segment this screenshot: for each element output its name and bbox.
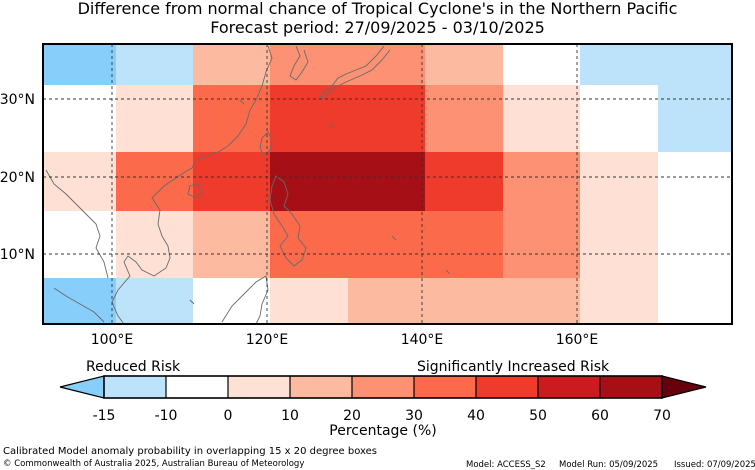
indochina-coastline bbox=[45, 169, 109, 279]
x-tick-label: 120°E bbox=[246, 332, 289, 348]
colorbar-tick: 50 bbox=[529, 408, 547, 424]
taiwan-island bbox=[259, 131, 273, 157]
colorbar-segment bbox=[352, 376, 414, 398]
increased-risk-label: Significantly Increased Risk bbox=[417, 359, 610, 375]
y-tick-label: 30°N bbox=[0, 92, 35, 108]
colorbar-tick: -10 bbox=[155, 408, 178, 424]
grid-cell bbox=[116, 85, 193, 152]
colorbar-segment bbox=[104, 376, 166, 398]
colorbar-tick: 30 bbox=[405, 408, 423, 424]
grid-cell bbox=[270, 44, 425, 85]
grid-cell bbox=[270, 85, 425, 152]
grid-cell bbox=[425, 44, 503, 85]
grid-cell bbox=[658, 85, 732, 152]
forecast-period: Forecast period: 27/09/2025 - 03/10/2025 bbox=[210, 18, 545, 37]
grid-cell bbox=[43, 278, 116, 324]
colorbar-tick: 60 bbox=[591, 408, 609, 424]
footer-model-run: Model Run: 05/09/2025 bbox=[559, 460, 659, 470]
colorbar-segment bbox=[538, 376, 600, 398]
sumatra-island bbox=[53, 287, 105, 323]
colorbar-tick: 40 bbox=[467, 408, 485, 424]
x-tick-label: 100°E bbox=[91, 332, 134, 348]
colorbar-segment bbox=[228, 376, 290, 398]
grid-cell bbox=[348, 278, 580, 324]
colorbar-tick: 0 bbox=[224, 408, 233, 424]
colorbar-dividers bbox=[165, 376, 601, 398]
grid-cell bbox=[270, 278, 348, 324]
map-title: Difference from normal chance of Tropica… bbox=[77, 0, 678, 18]
small-islands bbox=[189, 99, 451, 305]
grid-cell bbox=[116, 278, 193, 324]
colorbar-extend-low bbox=[59, 375, 105, 399]
philippines-islands bbox=[269, 175, 307, 267]
colorbar-segment bbox=[166, 376, 228, 398]
footer-description: Calibrated Model anomaly probability in … bbox=[3, 446, 378, 457]
x-tick-label: 140°E bbox=[401, 332, 444, 348]
grid-cell bbox=[116, 44, 193, 85]
grid-cell bbox=[193, 211, 270, 278]
x-tick-label: 160°E bbox=[556, 332, 599, 348]
coastlines bbox=[45, 45, 451, 325]
gridlines bbox=[43, 44, 732, 324]
grid-cell bbox=[270, 152, 425, 211]
colorbar: Reduced Risk Significantly Increased Ris… bbox=[59, 359, 707, 439]
hainan-island bbox=[187, 183, 203, 199]
grid-cell bbox=[503, 211, 580, 278]
grid-cell bbox=[580, 44, 732, 85]
grid-cell bbox=[580, 278, 658, 324]
grid-cell bbox=[43, 152, 116, 211]
colorbar-segment bbox=[600, 376, 662, 398]
colorbar-segment bbox=[414, 376, 476, 398]
colorbar-tick: 70 bbox=[653, 408, 671, 424]
map-frame bbox=[42, 43, 733, 325]
korea-peninsula bbox=[289, 45, 309, 81]
grid-cell bbox=[193, 152, 270, 211]
colorbar-tick: -15 bbox=[93, 408, 116, 424]
grid-cell bbox=[580, 211, 658, 278]
grid-cell bbox=[193, 44, 270, 85]
grid-cell bbox=[503, 152, 580, 211]
colorbar-segment bbox=[476, 376, 538, 398]
colorbar-extend-high bbox=[661, 375, 707, 399]
colorbar-axis-label: Percentage (%) bbox=[329, 423, 436, 439]
reduced-risk-label: Reduced Risk bbox=[86, 359, 181, 375]
colorbar-tick: 20 bbox=[343, 408, 361, 424]
grid-cell bbox=[503, 85, 580, 152]
footer-issued: Issued: 07/09/2025 bbox=[674, 460, 755, 470]
colorbar-segment bbox=[290, 376, 352, 398]
borneo-island bbox=[221, 275, 269, 325]
map-panel bbox=[42, 43, 733, 325]
grid-cell bbox=[580, 152, 658, 211]
footer-model: Model: ACCESS_S2 bbox=[466, 460, 546, 470]
mainland-coastline bbox=[111, 45, 273, 325]
grid-cell bbox=[270, 211, 503, 278]
japan-islands bbox=[318, 45, 391, 99]
grid-cell bbox=[43, 44, 116, 85]
footer-copyright: © Commonwealth of Australia 2025, Austra… bbox=[3, 459, 305, 469]
y-tick-label: 10°N bbox=[0, 247, 35, 263]
y-tick-label: 20°N bbox=[0, 170, 35, 186]
colorbar-frame bbox=[103, 375, 663, 399]
colorbar-tick: 10 bbox=[281, 408, 299, 424]
grid-cell bbox=[425, 85, 503, 152]
grid-cell bbox=[425, 152, 503, 211]
grid-cell bbox=[116, 211, 193, 278]
